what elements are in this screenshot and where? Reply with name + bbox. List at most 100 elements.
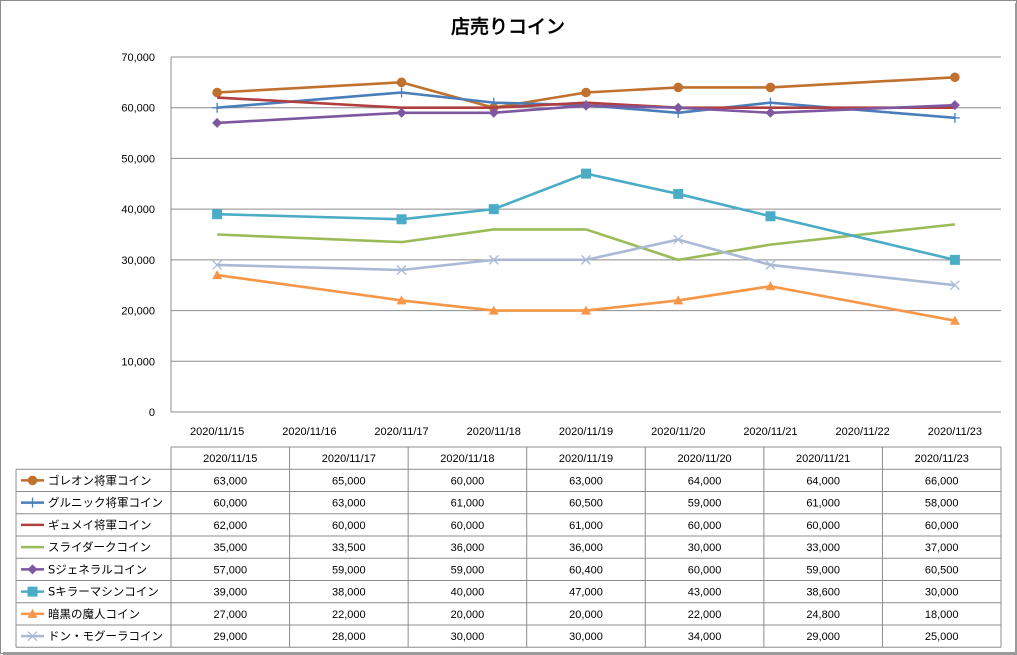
- table-value-cell: 29,000: [213, 631, 247, 643]
- table-value-cell: 58,000: [925, 498, 959, 510]
- point-marker: [27, 608, 38, 618]
- point-marker: [949, 112, 960, 123]
- table-value-cell: 33,500: [332, 542, 366, 554]
- point-marker: [488, 305, 499, 315]
- point-marker: [488, 254, 499, 265]
- legend-series-name: ゴレオン将軍コイン: [48, 473, 152, 487]
- x-tick-label: 2020/11/17: [374, 426, 428, 438]
- legend-series-name: ギュメイ将軍コイン: [48, 518, 152, 532]
- point-marker: [673, 295, 684, 305]
- point-marker: [27, 586, 38, 597]
- y-tick-label: 30,000: [121, 255, 155, 267]
- table-value-cell: 47,000: [569, 587, 603, 599]
- table-value-cell: 30,000: [451, 631, 485, 643]
- point-marker: [950, 72, 960, 83]
- table-value-cell: 61,000: [569, 520, 603, 532]
- table-value-cell: 66,000: [925, 475, 959, 487]
- table-value-cell: 34,000: [688, 631, 722, 643]
- table-value-cell: 59,000: [806, 564, 840, 576]
- point-marker: [949, 254, 960, 265]
- point-marker: [765, 281, 776, 291]
- table-value-cell: 59,000: [451, 564, 485, 576]
- point-marker: [581, 305, 591, 315]
- point-marker: [396, 265, 407, 275]
- point-marker: [949, 315, 960, 325]
- y-tick-label: 50,000: [121, 153, 155, 165]
- table-value-cell: 20,000: [451, 609, 485, 621]
- table-value-cell: 60,000: [213, 498, 247, 510]
- table-value-cell: 60,500: [925, 564, 959, 576]
- point-marker: [396, 77, 407, 88]
- table-value-cell: 27,000: [213, 609, 247, 621]
- legend-series-name: Sジェネラルコイン: [48, 562, 147, 576]
- x-tick-label: 2020/11/19: [559, 426, 613, 438]
- legend-series-name: スライダークコイン: [48, 540, 151, 554]
- table-value-cell: 60,000: [806, 520, 840, 532]
- point-marker: [396, 107, 407, 118]
- y-tick-label: 20,000: [121, 306, 155, 318]
- table-value-cell: 63,000: [332, 498, 366, 510]
- point-marker: [212, 87, 222, 98]
- table-value-cell: 36,000: [569, 542, 603, 554]
- table-value-cell: 38,600: [806, 587, 840, 599]
- table-value-cell: 30,000: [569, 631, 603, 643]
- table-header-cell: 2020/11/21: [796, 453, 850, 465]
- table-value-cell: 38,000: [332, 587, 366, 599]
- series-line: [217, 238, 956, 287]
- table-value-cell: 29,000: [806, 631, 840, 643]
- x-tick-label: 2020/11/23: [928, 426, 982, 438]
- table-value-cell: 60,500: [569, 498, 603, 510]
- point-marker: [581, 254, 591, 265]
- x-tick-label: 2020/11/18: [467, 426, 521, 438]
- frame-shadow-bottom: [3, 652, 1017, 655]
- y-tick-label: 60,000: [121, 103, 155, 115]
- legend-series-name: 暗黒の魔人コイン: [48, 607, 140, 621]
- table-value-cell: 59,000: [688, 498, 722, 510]
- table-value-cell: 33,000: [806, 542, 840, 554]
- point-marker: [488, 204, 499, 215]
- point-marker: [27, 475, 38, 486]
- table-value-cell: 63,000: [569, 475, 603, 487]
- point-marker: [212, 209, 223, 220]
- point-marker: [27, 631, 38, 642]
- table-value-cell: 20,000: [569, 609, 603, 621]
- point-marker: [396, 214, 407, 225]
- point-marker: [212, 102, 223, 113]
- table-value-cell: 60,000: [451, 475, 485, 487]
- series-lines: [212, 72, 960, 325]
- table-value-cell: 60,000: [332, 520, 366, 532]
- table-value-cell: 39,000: [213, 587, 247, 599]
- table-value-cell: 57,000: [213, 564, 247, 576]
- series-line: [217, 223, 956, 262]
- y-tick-label: 70,000: [121, 52, 155, 64]
- x-tick-label: 2020/11/15: [190, 426, 244, 438]
- table-value-cell: 36,000: [451, 542, 485, 554]
- table-header-cell: 2020/11/19: [559, 453, 613, 465]
- table-value-cell: 59,000: [332, 564, 366, 576]
- table-value-cell: 61,000: [806, 498, 840, 510]
- x-tick-label: 2020/11/16: [282, 426, 336, 438]
- axes: 0 10,000 20,000 30,000 40,000 50,000 60,000 70,…: [121, 52, 1001, 438]
- legend-series-name: Sキラーマシンコイン: [48, 585, 159, 599]
- table-value-cell: 40,000: [451, 587, 485, 599]
- series-line: [217, 172, 956, 262]
- table-value-cell: 28,000: [332, 631, 366, 643]
- point-marker: [581, 100, 591, 111]
- gridlines: [171, 56, 1001, 362]
- table-header-cell: 2020/11/17: [322, 453, 376, 465]
- point-marker: [949, 100, 960, 111]
- table-value-cell: 64,000: [806, 475, 840, 487]
- point-marker: [396, 295, 407, 305]
- table-value-cell: 25,000: [925, 631, 959, 643]
- y-tick-label: 40,000: [121, 204, 155, 216]
- point-marker: [673, 234, 684, 245]
- point-marker: [765, 259, 776, 270]
- table-value-cell: 22,000: [688, 609, 722, 621]
- table-value-cell: 35,000: [213, 542, 247, 554]
- point-marker: [581, 168, 591, 179]
- point-marker: [765, 107, 776, 118]
- table-header-cell: 2020/11/23: [915, 453, 969, 465]
- table-value-cell: 61,000: [451, 498, 485, 510]
- table-value-cell: 43,000: [688, 587, 722, 599]
- table-value-cell: 65,000: [332, 475, 366, 487]
